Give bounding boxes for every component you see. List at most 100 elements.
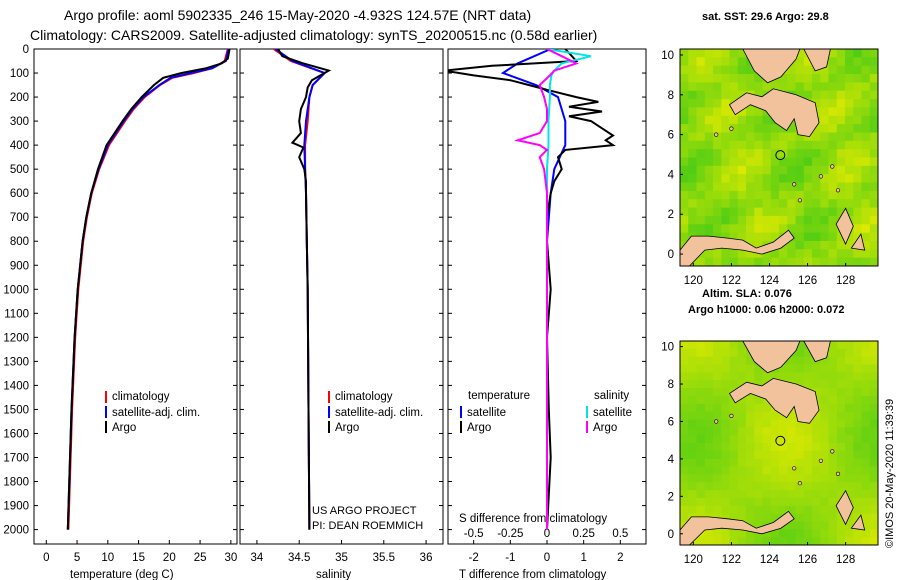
map-field-cell: [729, 199, 739, 209]
map-field-cell: [836, 49, 846, 58]
map-field-cell: [729, 124, 739, 133]
map-field-cell: [836, 388, 846, 397]
map-field-cell: [688, 443, 698, 452]
map-field-cell: [836, 249, 846, 259]
map-field-cell: [795, 207, 805, 217]
map-field-cell: [754, 537, 764, 545]
map-field-cell: [746, 364, 755, 373]
map-field-cell: [770, 529, 780, 538]
map-field-cell: [737, 190, 747, 200]
salinity-legend: climatology satellite-adj. clim. Argo: [328, 391, 423, 434]
map-field-cell: [762, 257, 772, 266]
map-field-cell: [770, 427, 780, 436]
map-field-cell: [853, 174, 863, 184]
map-field-cell: [869, 458, 878, 468]
map-field-cell: [754, 419, 764, 428]
map-field-cell: [721, 341, 731, 350]
map-field-cell: [853, 529, 863, 538]
map-field-cell: [803, 232, 813, 242]
map-field-cell: [704, 364, 714, 373]
map-field-cell: [812, 482, 821, 491]
map-field-cell: [688, 388, 698, 397]
map-field-cell: [820, 364, 830, 373]
map-field-cell: [869, 474, 878, 483]
map-field-cell: [680, 107, 689, 117]
map-field-cell: [812, 82, 821, 92]
map-field-cell: [779, 435, 788, 444]
map-field-cell: [688, 411, 698, 420]
map-field-cell: [836, 82, 846, 92]
land-mass: [728, 377, 820, 424]
map-field-cell: [688, 174, 698, 184]
map-field-cell: [820, 388, 830, 397]
map-field-cell: [688, 490, 698, 499]
map-field-cell: [729, 427, 739, 436]
map-field-cell: [704, 124, 714, 133]
depth-tick-label: 1100: [4, 308, 29, 320]
series-line-salinity-argo: [513, 49, 579, 530]
map-field-cell: [861, 458, 871, 468]
map-field-cell: [713, 190, 722, 200]
map-field-cell: [721, 99, 731, 108]
land-mass: [835, 489, 854, 526]
map-field-cell: [861, 388, 871, 397]
map-field-cell: [729, 132, 739, 142]
map-field-cell: [779, 157, 788, 167]
map-field-cell: [853, 149, 863, 159]
map-field-cell: [696, 199, 706, 209]
map-field-cell: [713, 364, 722, 373]
map-field-cell: [713, 82, 722, 92]
map-field-cell: [828, 466, 838, 475]
map-field-cell: [696, 132, 706, 142]
temperature-legend: climatology satellite-adj. clim. Argo: [105, 391, 200, 434]
map-field-cell: [828, 490, 838, 499]
map-field-cell: [787, 157, 797, 167]
map-field-cell: [737, 174, 747, 184]
map-field-cell: [845, 257, 854, 266]
map-field-cell: [869, 107, 878, 117]
map-field-cell: [853, 115, 863, 125]
map-field-cell: [680, 395, 689, 405]
imos-timestamp: ©IMOS 20-May-2020 11:39:39: [884, 399, 896, 548]
argo-float-location-marker: [775, 150, 786, 161]
map-x-tick-label: 120: [684, 554, 703, 566]
island: [797, 198, 803, 203]
difference-plot: [448, 49, 616, 530]
map-field-cell: [861, 497, 871, 507]
map-field-cell: [770, 513, 780, 522]
map-field-cell: [820, 215, 830, 225]
map-field-cell: [845, 207, 854, 217]
sst-map-axes: 120 122 124 126 128 10 8 6 4 2 0: [661, 50, 855, 287]
map-field-cell: [680, 99, 689, 108]
map-field-cell: [853, 419, 863, 428]
map-field-cell: [828, 395, 838, 405]
map-field-cell: [820, 372, 830, 381]
map-field-cell: [845, 435, 854, 444]
map-field-cell: [812, 99, 821, 108]
map-field-cell: [746, 224, 755, 234]
map-field-cell: [746, 149, 755, 159]
map-field-cell: [721, 74, 731, 83]
depth-tick-label: 2000: [3, 525, 29, 537]
map-field-cell: [828, 182, 838, 192]
map-field-cell: [820, 132, 830, 142]
map-field-cell: [836, 403, 846, 413]
map-field-cell: [820, 124, 830, 133]
map-field-cell: [704, 395, 714, 405]
map-field-cell: [770, 140, 780, 150]
map-field-cell: [828, 57, 838, 67]
map-field-cell: [688, 505, 698, 515]
x-tick-label: 15: [132, 552, 145, 564]
map-field-cell: [737, 372, 747, 381]
map-field-cell: [853, 341, 863, 350]
map-field-cell: [779, 537, 788, 545]
map-field-cell: [820, 90, 830, 100]
map-field-cell: [721, 380, 731, 389]
map-field-cell: [729, 190, 739, 200]
map-field-cell: [820, 450, 830, 460]
map-field-cell: [754, 513, 764, 522]
map-field-cell: [729, 474, 739, 483]
map-field-cell: [845, 140, 854, 150]
map-field-cell: [795, 474, 805, 483]
depth-tick-label: 1800: [3, 477, 29, 489]
